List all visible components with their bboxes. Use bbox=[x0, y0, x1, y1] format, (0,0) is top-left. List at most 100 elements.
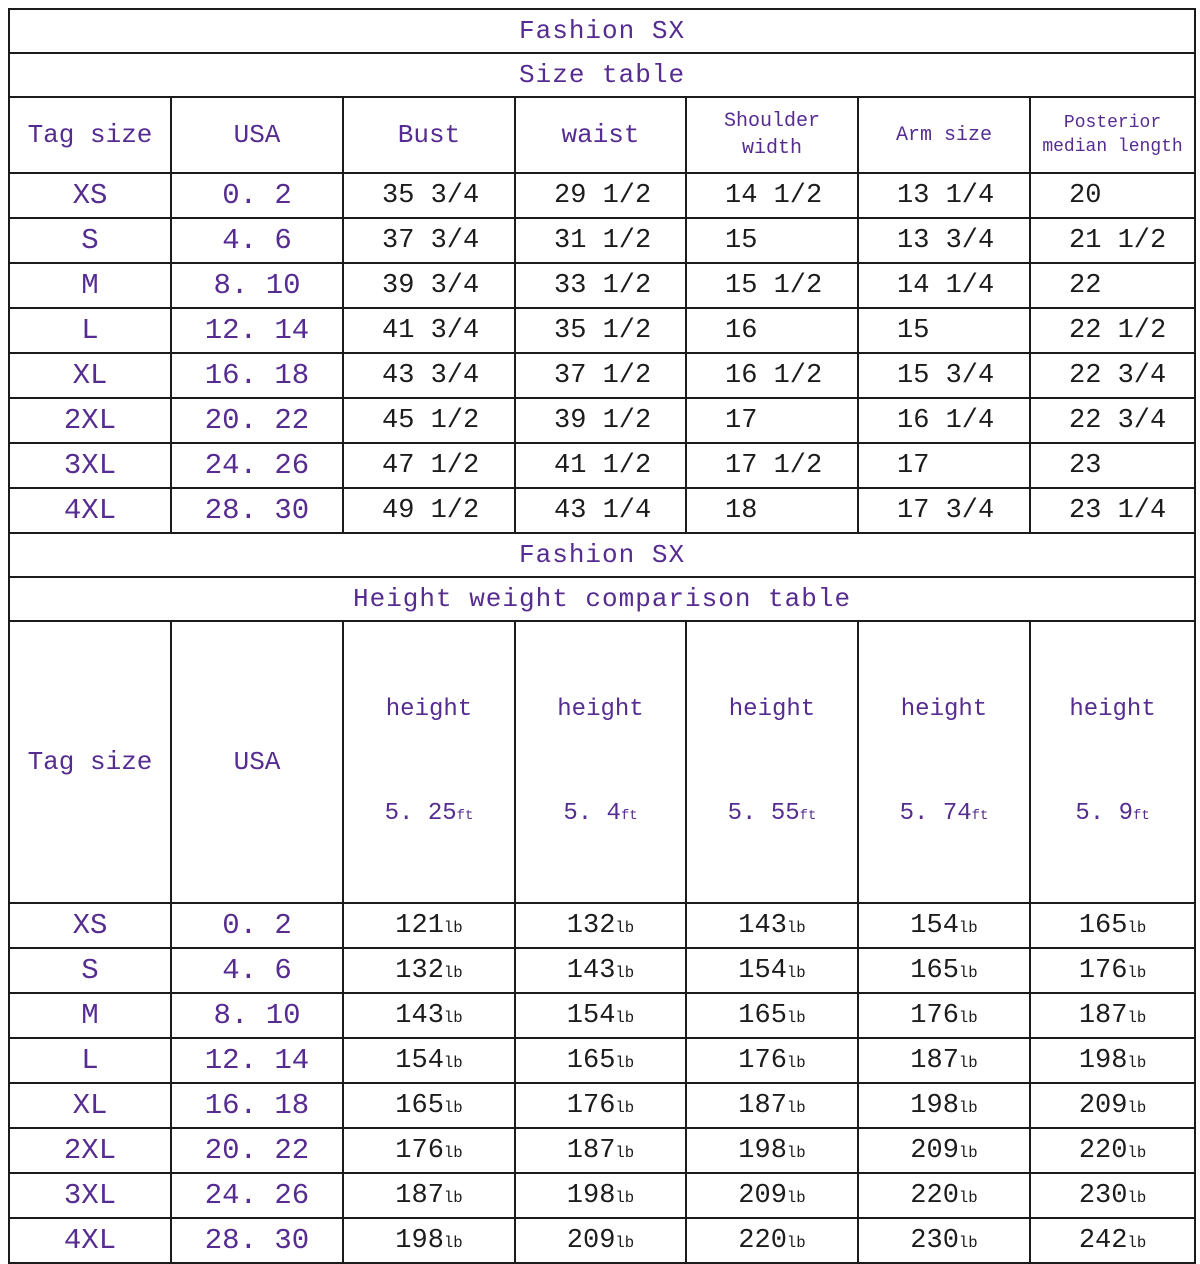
height-word: height bbox=[728, 695, 816, 723]
weight-unit-label: lb bbox=[786, 963, 806, 982]
height-value-line: 5. 9ft bbox=[1032, 797, 1193, 832]
waist-cell: 29 1/2 bbox=[514, 172, 687, 219]
shoulder-width-cell: 14 1/2 bbox=[685, 172, 859, 219]
height-value-line: 5. 4ft bbox=[517, 797, 684, 832]
weight-value: 230 bbox=[1078, 1180, 1128, 1211]
table-row: XL 16. 18 165lb 176lb 187lb 198lb 209lb bbox=[8, 1082, 1197, 1130]
tag-size-cell: M bbox=[8, 262, 172, 309]
height-column-header: height 5. 9ft bbox=[1028, 619, 1197, 905]
weight-unit-label: lb bbox=[786, 1188, 806, 1207]
weight-unit-label: lb bbox=[443, 918, 463, 937]
shoulder-width-cell: 18 bbox=[685, 487, 859, 534]
table-row: 4XL 28. 30 49 1/2 43 1/4 18 17 3/4 23 1/… bbox=[8, 487, 1197, 534]
weight-unit-label: lb bbox=[443, 1143, 463, 1162]
weight-unit-label: lb bbox=[958, 1053, 978, 1072]
shoulder-width-cell: 16 bbox=[685, 307, 859, 354]
weight-unit-label: lb bbox=[443, 1233, 463, 1252]
weight-unit-label: lb bbox=[1127, 1143, 1147, 1162]
height-unit-label: ft bbox=[1132, 807, 1150, 824]
column-header-posterior-median-length: Posterior median length bbox=[1028, 96, 1197, 174]
tag-size-cell: 3XL bbox=[8, 1172, 172, 1220]
column-header-tag-size: Tag size bbox=[8, 96, 172, 174]
weight-cell: 187lb bbox=[857, 1037, 1031, 1085]
height-value: 5. 25 bbox=[384, 799, 457, 827]
weight-value: 198 bbox=[395, 1225, 444, 1256]
weight-value: 198 bbox=[738, 1135, 787, 1166]
weight-cell: 198lb bbox=[342, 1217, 516, 1264]
height-word: height bbox=[385, 695, 473, 723]
weight-value: 132 bbox=[566, 910, 616, 941]
weight-cell: 220lb bbox=[857, 1172, 1031, 1220]
weight-cell: 154lb bbox=[857, 902, 1031, 950]
bust-cell: 35 3/4 bbox=[342, 172, 516, 219]
weight-unit-label: lb bbox=[615, 963, 635, 982]
bust-cell: 47 1/2 bbox=[342, 442, 516, 489]
weight-value: 187 bbox=[566, 1135, 616, 1166]
usa-size-cell: 16. 18 bbox=[170, 1082, 344, 1130]
size-chart-table: Fashion SX Size table Tag size USA Bust … bbox=[7, 8, 1197, 1264]
posterior-length-cell: 23 bbox=[1028, 442, 1197, 489]
tag-size-cell: S bbox=[8, 947, 172, 995]
weight-cell: 176lb bbox=[1028, 947, 1197, 995]
weight-cell: 209lb bbox=[1028, 1082, 1197, 1130]
weight-value: 220 bbox=[1078, 1135, 1128, 1166]
tag-size-cell: L bbox=[8, 307, 172, 354]
weight-value: 209 bbox=[910, 1135, 959, 1166]
weight-cell: 209lb bbox=[857, 1127, 1031, 1175]
weight-cell: 187lb bbox=[685, 1082, 859, 1130]
weight-unit-label: lb bbox=[1127, 1008, 1147, 1027]
brand-title-row: Fashion SX bbox=[7, 532, 1197, 578]
weight-unit-label: lb bbox=[958, 1143, 978, 1162]
weight-value: 176 bbox=[910, 1000, 959, 1031]
weight-unit-label: lb bbox=[786, 1008, 806, 1027]
shoulder-width-cell: 16 1/2 bbox=[685, 352, 859, 399]
waist-cell: 39 1/2 bbox=[514, 397, 687, 444]
column-header-usa: USA bbox=[170, 96, 344, 174]
height-column-header: height 5. 4ft bbox=[514, 619, 687, 905]
waist-cell: 43 1/4 bbox=[514, 487, 687, 534]
weight-unit-label: lb bbox=[958, 1008, 978, 1027]
waist-cell: 37 1/2 bbox=[514, 352, 687, 399]
weight-value: 187 bbox=[395, 1180, 444, 1211]
bust-cell: 39 3/4 bbox=[342, 262, 516, 309]
posterior-length-cell: 22 1/2 bbox=[1028, 307, 1197, 354]
weight-cell: 209lb bbox=[514, 1217, 687, 1264]
bust-cell: 41 3/4 bbox=[342, 307, 516, 354]
height-unit-label: ft bbox=[620, 807, 638, 824]
table-row: XS 0. 2 35 3/4 29 1/2 14 1/2 13 1/4 20 bbox=[8, 172, 1197, 219]
weight-value: 230 bbox=[910, 1225, 959, 1256]
bust-cell: 37 3/4 bbox=[342, 217, 516, 264]
tag-size-cell: S bbox=[8, 217, 172, 264]
weight-value: 165 bbox=[1078, 910, 1128, 941]
usa-size-cell: 4. 6 bbox=[170, 947, 344, 995]
tag-size-cell: XS bbox=[8, 902, 172, 950]
weight-cell: 187lb bbox=[342, 1172, 516, 1220]
weight-cell: 154lb bbox=[342, 1037, 516, 1085]
table-row: XS 0. 2 121lb 132lb 143lb 154lb 165lb bbox=[8, 902, 1197, 950]
weight-unit-label: lb bbox=[1127, 918, 1147, 937]
table-row: 4XL 28. 30 198lb 209lb 220lb 230lb 242lb bbox=[8, 1217, 1197, 1264]
shoulder-width-cell: 15 bbox=[685, 217, 859, 264]
usa-size-cell: 0. 2 bbox=[170, 172, 344, 219]
weight-cell: 230lb bbox=[1028, 1172, 1197, 1220]
tag-size-cell: L bbox=[8, 1037, 172, 1085]
weight-cell: 220lb bbox=[685, 1217, 859, 1264]
waist-cell: 31 1/2 bbox=[514, 217, 687, 264]
arm-size-cell: 13 1/4 bbox=[857, 172, 1031, 219]
weight-cell: 198lb bbox=[857, 1082, 1031, 1130]
weight-value: 209 bbox=[566, 1225, 616, 1256]
height-word: height bbox=[900, 695, 988, 723]
shoulder-width-cell: 17 1/2 bbox=[685, 442, 859, 489]
weight-value: 154 bbox=[566, 1000, 616, 1031]
weight-cell: 198lb bbox=[1028, 1037, 1197, 1085]
height-column-header: height 5. 55ft bbox=[685, 619, 859, 905]
waist-cell: 33 1/2 bbox=[514, 262, 687, 309]
tag-size-cell: 3XL bbox=[8, 442, 172, 489]
usa-size-cell: 28. 30 bbox=[170, 1217, 344, 1264]
table-subtitle-row: Size table bbox=[7, 52, 1197, 98]
height-word: height bbox=[557, 695, 644, 723]
bust-cell: 43 3/4 bbox=[342, 352, 516, 399]
weight-cell: 165lb bbox=[1028, 902, 1197, 950]
weight-unit-label: lb bbox=[443, 1008, 463, 1027]
size-chart-image: Fashion SX Size table Tag size USA Bust … bbox=[7, 8, 1197, 1264]
